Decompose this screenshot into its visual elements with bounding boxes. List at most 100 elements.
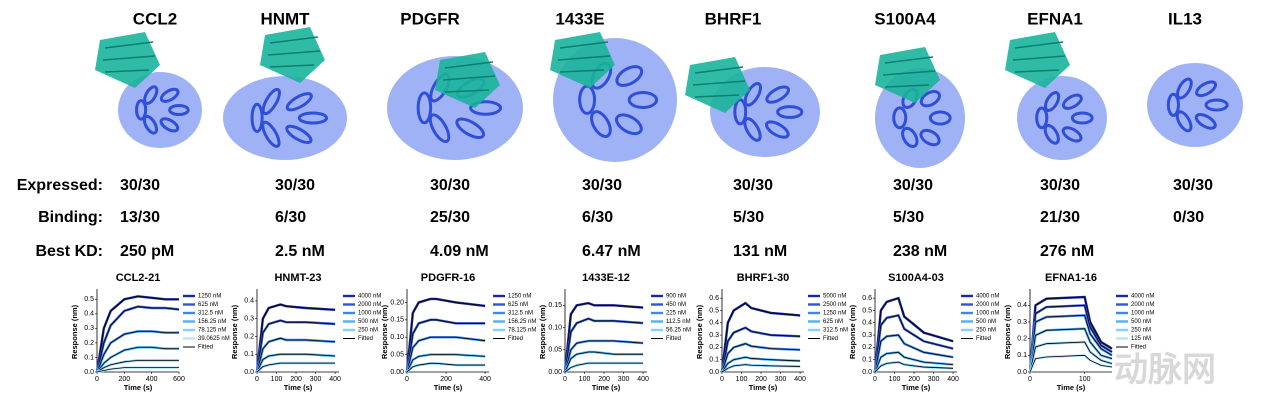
protein-helix [469,100,503,116]
y-tick-label: 0.6 [709,295,719,302]
legend-label: 2000 nM [1131,302,1154,308]
antibody-strands [1012,41,1066,73]
x-tick-label: 100 [271,376,283,383]
x-tick-label: 200 [755,376,767,383]
target-name: S100A4 [874,9,936,28]
antibody-structure [550,32,615,88]
protein-helix [776,105,804,119]
x-tick-label: 100 [736,376,748,383]
antibody-structure [95,32,160,88]
table-value: 13/30 [120,209,160,226]
fitted-curve [1029,341,1113,373]
y-tick-label: 0.00 [548,369,562,376]
x-axis-label: Time (s) [124,383,153,392]
y-tick-label: 0.4 [862,320,872,327]
fitted-curve [256,337,336,373]
fitted-curve [406,336,486,373]
antibody-strands [882,56,936,88]
y-tick-label: 0.15 [390,317,404,324]
legend-label: Fitted [976,336,991,342]
y-tick-label: 0.4 [244,298,254,305]
y-tick-label: 0.2 [1017,336,1027,343]
protein-helix [159,87,180,103]
y-tick-label: 0.2 [862,344,872,351]
x-axis-label: Time (s) [592,383,621,392]
legend-label: 2000 nM [358,302,381,308]
protein-helix [250,102,264,133]
fitted-curve [96,306,180,373]
fitted-curve [564,302,644,373]
legend-label: 250 nM [358,328,378,334]
protein-helix [1061,126,1083,143]
x-tick-label: 300 [310,376,322,383]
target-name: 1433E [555,9,604,28]
protein-helix [614,113,643,136]
y-tick-label: 0.05 [390,351,404,358]
fitted-curve [874,351,954,373]
legend-label: 312.5 nM [198,311,223,317]
protein-helix [1043,91,1061,112]
protein-helix [590,110,612,138]
fitted-curve [256,353,336,373]
y-tick-label: 0.4 [709,320,719,327]
x-tick-label: 400 [637,376,649,383]
antibody-strands [267,36,321,68]
y-axis-label: Response (nm) [538,304,547,359]
legend-label: 4000 nM [358,294,381,300]
data-curve [563,301,644,373]
legend-label: 450 nM [666,302,686,308]
y-tick-label: 0.10 [390,334,404,341]
legend-label: 250 nM [976,328,996,334]
fitted-curve [256,304,336,373]
x-tick-label: 200 [908,376,920,383]
bli-chart: S100A4-03 0.0 0.1 0.2 0.3 0.4 0.5 0.6 0 100 200 300… [848,272,999,392]
x-tick-label: 0 [873,376,877,383]
data-curve [564,361,644,373]
x-axis-label: Time (s) [434,383,463,392]
y-tick-label: 0.3 [244,316,254,323]
y-tick-label: 0.0 [244,369,254,376]
x-axis-label: Time (s) [749,383,778,392]
protein-helix [455,117,486,140]
fitted-curve [874,334,954,373]
table-value: 21/30 [1040,209,1080,226]
fitted-curve [721,302,801,373]
data-curve [255,303,336,373]
protein-helix [919,89,941,108]
fitted-curve [874,297,954,373]
y-axis-label: Response (nm) [70,304,79,359]
row-label: Best KD: [35,243,103,260]
protein-helix [1035,106,1049,130]
legend-label: 1250 nM [823,311,846,317]
legend-label: Fitted [198,345,213,351]
legend-label: 225 nM [666,311,686,317]
y-tick-label: 0.2 [244,333,254,340]
antibody-strands [442,61,496,93]
x-axis-label: Time (s) [284,383,313,392]
protein-helix [1070,111,1094,125]
table-value: 238 nM [893,243,947,260]
x-tick-label: 0 [95,376,99,383]
protein-helix [285,92,313,112]
legend-label: 39.0625 nM [198,336,230,342]
legend-label: Fitted [358,336,373,342]
row-label: Binding: [38,209,103,226]
y-tick-label: 0.3 [862,332,872,339]
y-tick-label: 0.1 [1017,352,1027,359]
y-tick-label: 0.3 [709,332,719,339]
y-tick-label: 0.0 [862,369,872,376]
legend-label: 625 nM [198,302,218,308]
bli-chart: 1433E-12 0.00 0.05 0.10 0.15 0 100 200 300 400 Tim… [538,272,691,392]
x-tick-label: 300 [928,376,940,383]
bli-chart: CCL2-21 0.0 0.1 0.2 0.3 0.4 0.5 0 200 400 600 Time … [70,272,230,392]
data-curve [405,297,486,373]
fitted-curve [721,356,801,373]
x-axis-label: Time (s) [902,383,931,392]
legend-label: 500 nM [1131,319,1151,325]
target-name: CCL2 [133,9,177,28]
protein-surface [118,72,202,148]
y-tick-label: 0.5 [84,296,94,303]
legend-label: 78.125 nM [198,328,226,334]
x-tick-label: 400 [947,376,959,383]
fitted-curve [406,362,486,373]
